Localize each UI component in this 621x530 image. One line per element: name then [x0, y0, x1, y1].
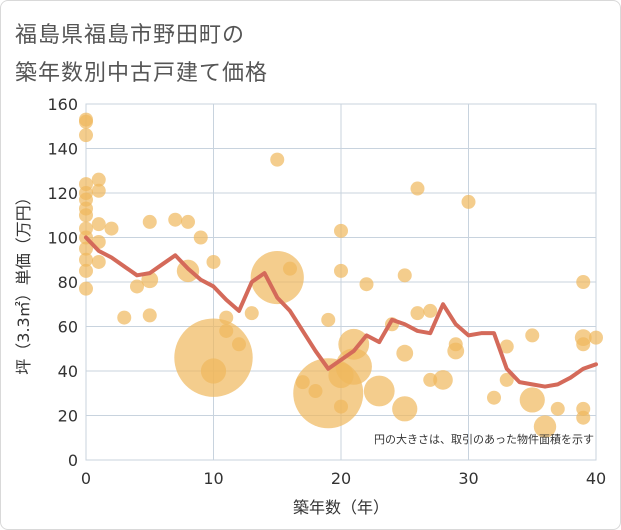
- data-bubble: [410, 181, 425, 196]
- data-bubble: [576, 337, 591, 352]
- data-bubble: [91, 254, 106, 269]
- data-bubble: [79, 281, 93, 296]
- chart-title-line-1: 福島県福島市野田町の: [15, 23, 246, 48]
- data-bubble: [232, 337, 246, 352]
- data-bubble: [550, 401, 565, 416]
- data-bubble: [576, 410, 591, 425]
- data-bubble: [525, 328, 540, 343]
- data-bubble: [219, 323, 234, 338]
- data-bubble: [174, 318, 253, 397]
- x-tick-label: 40: [586, 469, 606, 488]
- data-bubble: [397, 268, 412, 283]
- data-bubble: [392, 396, 418, 422]
- data-bubble: [589, 330, 603, 345]
- data-bubble: [423, 303, 438, 318]
- data-bubble: [396, 344, 414, 362]
- data-bubble: [181, 214, 195, 229]
- y-tick-label: 160: [47, 95, 78, 114]
- tick-labels: 0 20 40 60 80 100 120 140 160 0 10 20 30 40: [47, 95, 606, 488]
- x-tick-label: 30: [458, 469, 478, 488]
- data-bubble: [461, 194, 476, 209]
- data-bubble: [168, 212, 183, 227]
- y-tick-label: 80: [58, 273, 78, 292]
- data-bubble: [363, 375, 395, 407]
- data-bubble: [533, 415, 557, 438]
- data-bubble: [334, 399, 348, 414]
- bubble-layer: [79, 112, 603, 438]
- trend-layer: [84, 235, 598, 389]
- y-tick-label: 60: [58, 318, 78, 337]
- data-bubble: [321, 312, 336, 327]
- data-bubble: [104, 221, 119, 236]
- data-bubble: [283, 261, 297, 276]
- data-bubble: [244, 306, 259, 321]
- data-bubble: [79, 128, 93, 143]
- chart-title-line-2: 築年数別中古戸建て価格: [15, 61, 269, 86]
- y-tick-label: 140: [47, 140, 78, 159]
- data-bubble: [334, 223, 348, 238]
- data-bubble: [79, 241, 93, 256]
- data-bubble: [410, 306, 425, 321]
- data-bubble: [576, 275, 591, 289]
- data-bubble: [519, 387, 545, 413]
- data-bubble: [334, 263, 348, 278]
- data-bubble: [270, 152, 285, 167]
- x-tick-label: 0: [81, 469, 91, 488]
- y-tick-label: 100: [47, 229, 78, 248]
- data-bubble: [193, 230, 208, 245]
- trend-line: [84, 235, 598, 389]
- data-bubble: [433, 370, 453, 390]
- x-axis-label: 築年数（年）: [293, 498, 389, 517]
- data-bubble: [79, 263, 93, 278]
- y-tick-label: 40: [58, 362, 78, 381]
- y-axis-label: 坪（3.3㎡）単価（万円）: [14, 189, 33, 374]
- data-bubble: [219, 310, 234, 325]
- data-bubble: [328, 362, 354, 389]
- data-bubble: [79, 252, 93, 267]
- data-bubble: [447, 342, 465, 360]
- data-bubble: [142, 214, 157, 229]
- y-tick-label: 120: [47, 184, 78, 203]
- data-bubble: [79, 208, 93, 223]
- data-bubble: [130, 279, 144, 294]
- data-bubble: [499, 372, 514, 387]
- data-bubble: [91, 217, 106, 232]
- data-bubble: [79, 114, 93, 129]
- size-note: 円の大きさは、取引のあった物件面積を示す: [374, 432, 594, 446]
- data-bubble: [91, 172, 106, 187]
- data-bubble: [499, 339, 514, 354]
- data-bubble: [359, 277, 374, 292]
- data-bubble: [200, 358, 227, 384]
- data-bubble: [91, 183, 106, 198]
- y-tick-label: 20: [58, 407, 78, 426]
- x-tick-label: 10: [203, 469, 223, 488]
- y-tick-label: 0: [68, 451, 78, 470]
- data-bubble: [117, 310, 132, 325]
- data-bubble: [206, 254, 221, 269]
- data-bubble: [142, 308, 157, 323]
- x-tick-label: 20: [331, 469, 351, 488]
- data-bubble: [487, 390, 501, 405]
- data-bubble: [423, 372, 438, 387]
